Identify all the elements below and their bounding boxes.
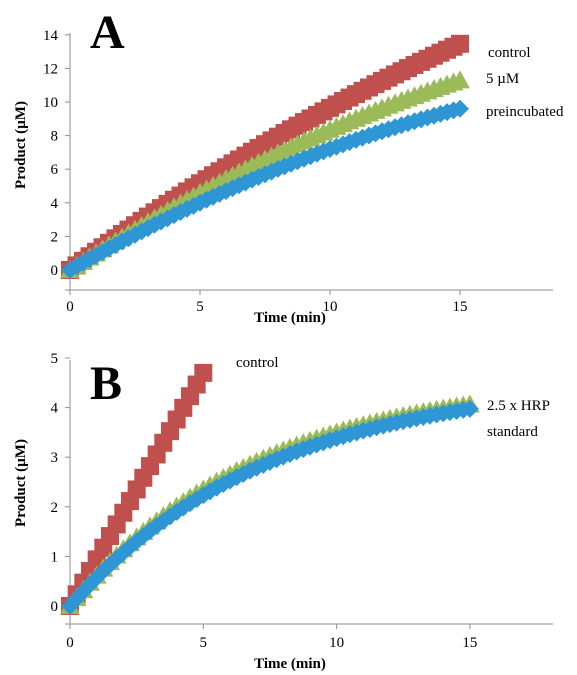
x-tick-label: 5 [196,299,204,315]
y-tick-label: 12 [43,61,58,77]
y-axis-label: Product (µM) [13,439,29,527]
series-label: control [488,45,531,61]
series-label: preincubated [486,104,564,120]
series-preincubated [61,99,469,279]
data-point [450,70,470,89]
y-tick-label: 10 [43,95,58,111]
series-label: 2.5 x HRP [487,398,550,414]
data-point [114,543,133,562]
chart-panel-B: 0 1 2 3 4 5 0 5 10 15 control 2.5 x HRP standard Prod… [13,351,553,672]
x-axis-label: Time (min) [254,656,326,672]
series-label: control [236,355,279,371]
y-tick-label: 1 [51,549,59,565]
y-tick-label: 8 [51,129,59,145]
data-point [194,363,213,382]
y-tick-label: 14 [43,28,59,44]
y-tick-label: 0 [51,263,59,279]
x-tick-label: 15 [462,635,477,651]
series-label: standard [487,424,538,440]
x-tick-label: 10 [329,635,344,651]
series-label: 5 µM [486,71,519,87]
y-tick-label: 3 [51,450,59,466]
series-standard [61,399,479,615]
x-tick-label: 0 [66,635,74,651]
y-tick-label: 2 [51,229,59,245]
x-tick-label: 15 [453,299,468,315]
x-tick-label: 10 [323,299,338,315]
data-point [451,99,469,118]
panel-letter: B [90,357,122,410]
x-axis-label: Time (min) [254,310,326,326]
y-tick-label: 0 [51,599,59,615]
y-tick-label: 5 [51,351,59,367]
y-tick-label: 2 [51,500,59,516]
y-tick-label: 4 [51,401,59,417]
x-tick-label: 0 [66,299,74,315]
y-tick-label: 4 [51,196,59,212]
y-axis-label: Product (µM) [13,101,29,189]
panel-letter: A [90,6,125,59]
series-control [61,363,213,615]
y-tick-label: 6 [51,162,59,178]
x-tick-label: 5 [200,635,208,651]
data-point [451,34,469,53]
chart-panel-A: 0 2 4 6 8 10 12 14 0 5 10 15 control 5 µM preincubated… [13,6,564,326]
data-point [460,399,479,418]
